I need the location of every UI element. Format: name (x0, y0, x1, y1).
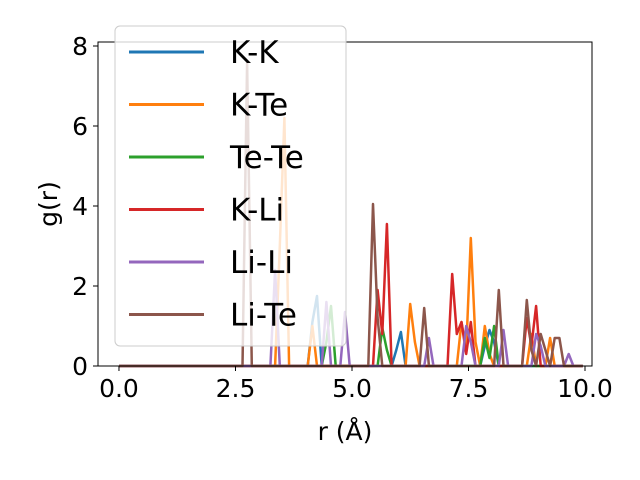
legend-label: K-Li (230, 193, 284, 229)
x-axis: 0.0 2.5 5.0 7.5 10.0 (99, 366, 613, 403)
legend-item: K-Te (129, 88, 288, 124)
x-tick-label: 10.0 (557, 374, 613, 403)
x-axis-label: r (Å) (318, 417, 373, 446)
legend-label: Li-Te (230, 298, 297, 334)
legend-item: Li-Li (129, 245, 293, 281)
x-tick-label: 0.0 (99, 374, 139, 403)
x-tick-label: 2.5 (216, 374, 256, 403)
legend-label: Te-Te (229, 140, 304, 176)
legend-item: K-Li (129, 193, 284, 229)
legend-item: K-K (129, 35, 279, 71)
y-axis-label: g(r) (34, 181, 63, 227)
legend-label: K-Te (230, 88, 288, 124)
legend: K-K K-Te Te-Te K-Li Li-Li Li-Te (114, 25, 347, 347)
y-tick-label: 6 (72, 112, 88, 141)
legend-item: Li-Te (129, 298, 297, 334)
y-tick-label: 0 (72, 352, 88, 381)
x-tick-label: 7.5 (449, 374, 489, 403)
legend-item: Te-Te (129, 140, 304, 176)
y-axis: 0 2 4 6 8 (72, 32, 98, 381)
legend-label: K-K (230, 35, 279, 71)
y-tick-label: 4 (72, 192, 88, 221)
legend-label: Li-Li (230, 245, 293, 281)
y-tick-label: 2 (72, 272, 88, 301)
y-tick-label: 8 (72, 32, 88, 61)
x-tick-label: 5.0 (332, 374, 372, 403)
